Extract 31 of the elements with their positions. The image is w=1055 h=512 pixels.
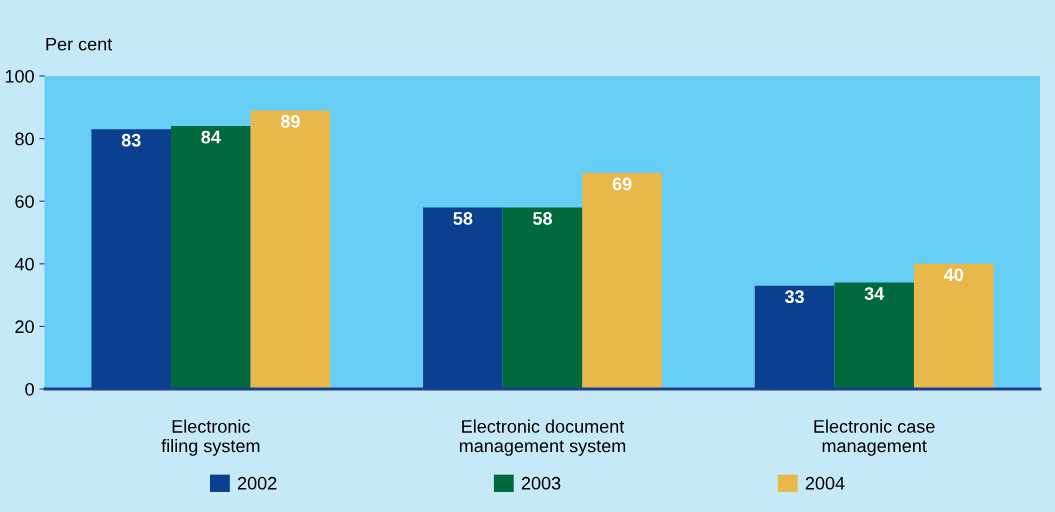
data-label: 58	[533, 212, 552, 225]
x-tick-label: Electronic filing system	[161, 419, 260, 456]
y-tick-label: 20	[15, 320, 34, 334]
x-tick-label: Electronic document management system	[459, 419, 626, 456]
data-label: 34	[864, 287, 885, 300]
data-label: 84	[201, 130, 221, 144]
y-tick-label: 0	[25, 382, 34, 396]
y-tick-label: 60	[15, 195, 34, 208]
x-tick-label: Electronic case management	[814, 419, 935, 456]
data-label: 33	[784, 290, 804, 304]
bar	[171, 126, 251, 389]
legend-label: 2002	[237, 476, 277, 490]
bar	[502, 207, 583, 389]
legend-label: 2003	[521, 476, 561, 490]
data-label: 58	[453, 212, 473, 225]
bar	[582, 173, 662, 389]
data-label: 69	[612, 177, 632, 191]
bar	[754, 285, 835, 389]
y-tick-label: 40	[14, 257, 34, 271]
bar	[913, 263, 994, 389]
bar	[91, 129, 172, 389]
bar	[250, 110, 331, 389]
data-label: 89	[280, 115, 300, 128]
data-label: 83	[121, 133, 141, 147]
bar	[423, 207, 503, 389]
data-label: 40	[944, 268, 964, 282]
y-tick-label: 80	[15, 132, 34, 146]
y-axis-title: Per cent	[46, 37, 113, 51]
y-tick-label: 100	[5, 69, 34, 83]
bar	[834, 282, 914, 389]
legend-label: 2004	[805, 476, 845, 490]
